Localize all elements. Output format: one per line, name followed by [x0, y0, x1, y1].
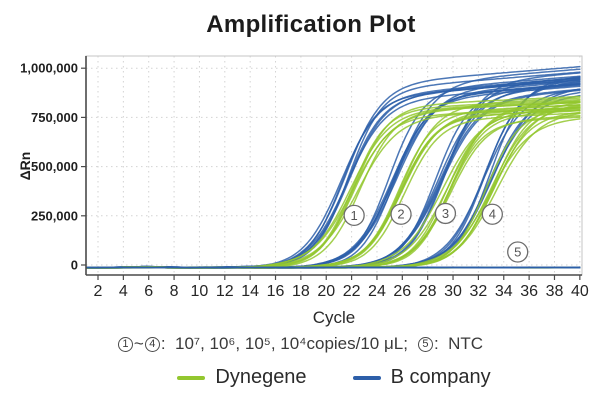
svg-text:0: 0	[71, 258, 78, 273]
svg-text:12: 12	[216, 283, 234, 300]
circled-number-1: 1	[117, 336, 133, 352]
svg-text:5: 5	[514, 245, 521, 260]
svg-text:500,000: 500,000	[31, 159, 78, 174]
legend-label-b-company: B company	[390, 366, 491, 388]
svg-text:30: 30	[444, 283, 462, 300]
svg-text:16: 16	[267, 283, 285, 300]
footnote-dilution-text: : 10⁷, 10⁶, 10⁵, 10⁴copies/10 μL;	[160, 334, 408, 353]
svg-text:24: 24	[368, 283, 386, 300]
axes	[85, 56, 582, 276]
svg-text:20: 20	[317, 283, 335, 300]
svg-text:250,000: 250,000	[31, 208, 78, 223]
y-axis-label: ΔRn	[17, 152, 33, 181]
svg-text:4: 4	[489, 207, 496, 222]
legend-label-dynegene: Dynegene	[215, 366, 307, 388]
svg-text:28: 28	[419, 283, 437, 300]
svg-text:2: 2	[397, 207, 404, 222]
plot-canvas: 2 4 6 8 10 12 14 16 18 20 22 24 26 28 30 32 34 36 38 400250…	[17, 55, 589, 327]
tick-labels: 2 4 6 8 10 12 14 16 18 20 22 24 26 28 30 32 34 36 38 400250…	[20, 61, 589, 300]
svg-text:2: 2	[94, 283, 103, 300]
group-number-annotations: 1 2 3 4 5	[343, 202, 529, 263]
svg-text:22: 22	[343, 283, 361, 300]
svg-text:4: 4	[119, 283, 128, 300]
footnote-tilde: ~	[133, 334, 144, 353]
svg-text:36: 36	[520, 283, 538, 300]
amplification-curves	[86, 65, 581, 269]
b-company-line-swatch	[352, 375, 381, 380]
circled-number-5: 5	[417, 336, 433, 352]
circled-number-4: 4	[144, 336, 160, 352]
svg-text:1: 1	[351, 208, 358, 223]
legend-item-dynegene: Dynegene	[177, 366, 307, 389]
svg-text:40: 40	[571, 283, 589, 300]
svg-text:750,000: 750,000	[31, 110, 78, 125]
dilution-footnote: 1 ~4: 10⁷, 10⁶, 10⁵, 10⁴copies/10 μL; 5: N…	[0, 334, 600, 354]
svg-text:38: 38	[546, 283, 564, 300]
svg-text:18: 18	[292, 283, 310, 300]
svg-text:3: 3	[442, 206, 449, 221]
dynegene-line-swatch	[177, 375, 206, 380]
svg-text:1,000,000: 1,000,000	[20, 61, 78, 76]
legend: Dynegene B company	[86, 366, 582, 389]
chart-title: Amplification Plot	[206, 11, 416, 38]
svg-text:26: 26	[393, 283, 411, 300]
svg-text:10: 10	[191, 283, 209, 300]
legend-item-b-company: B company	[352, 366, 491, 389]
svg-text:34: 34	[495, 283, 513, 300]
svg-text:6: 6	[144, 283, 153, 300]
footnote-ntc-text: : NTC	[433, 334, 484, 353]
svg-text:8: 8	[170, 283, 179, 300]
svg-text:14: 14	[241, 283, 259, 300]
x-axis-label: Cycle	[313, 308, 356, 327]
svg-text:32: 32	[470, 283, 488, 300]
